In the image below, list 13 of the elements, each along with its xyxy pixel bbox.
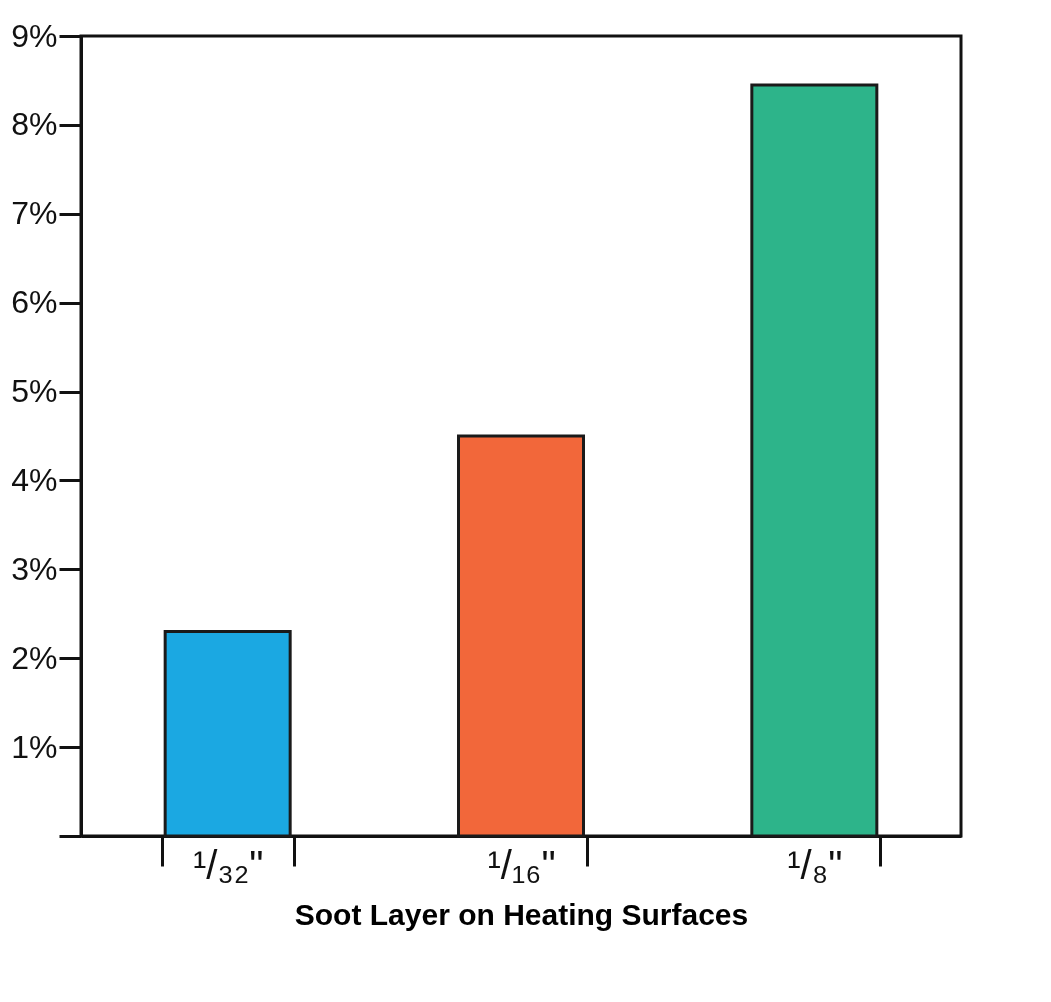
y-tick-label: 5% — [11, 373, 58, 410]
x-tick-label: ¹/₃₂" — [192, 842, 264, 887]
y-tick-label: 8% — [11, 106, 58, 143]
y-tick-label: 4% — [11, 461, 58, 498]
y-tick-label: 9% — [11, 17, 58, 54]
x-axis-title: Soot Layer on Heating Surfaces — [294, 897, 749, 931]
y-tick-label: 6% — [11, 284, 58, 321]
x-tick-label: ¹/₈" — [787, 842, 843, 887]
y-tick-label: 7% — [11, 195, 58, 232]
y-tick-label: 2% — [11, 639, 58, 676]
y-tick-label: 1% — [11, 728, 58, 765]
y-tick-label: 3% — [11, 550, 58, 587]
x-tick-label: ¹/₁₆" — [487, 842, 556, 887]
